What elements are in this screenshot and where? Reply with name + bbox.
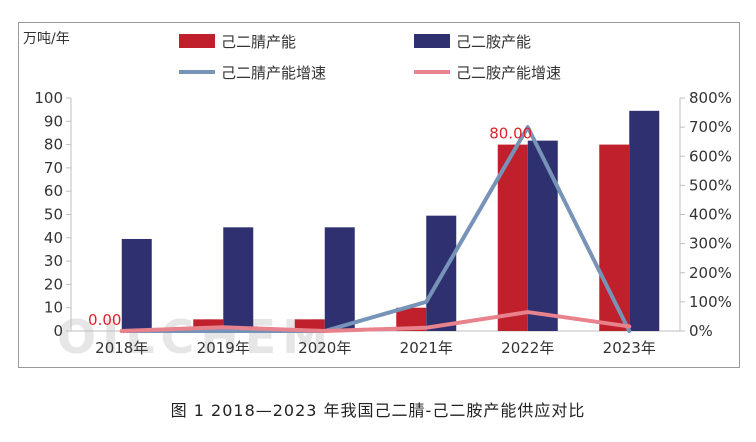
- line-adiponitrile-growth: [119, 125, 632, 333]
- left-axis-tick-label: 10: [44, 299, 63, 317]
- line-hexanediamine-growth: [119, 310, 632, 333]
- x-axis-tick-label: 2021年: [400, 339, 453, 357]
- data-label: 0.00: [88, 311, 121, 329]
- right-axis-tick-label: 0%: [689, 322, 713, 340]
- figure-caption: 图 1 2018—2023 年我国己二腈-己二胺产能供应对比: [170, 401, 586, 420]
- legend-label: 己二腈产能: [221, 33, 296, 51]
- chart-svg: OILCHEM 万吨/年 0 10 20 30 40 50 60 70 80 90 100 0% 100% 2…: [23, 31, 732, 364]
- left-axis-tick-label: 90: [44, 112, 63, 130]
- watermark-logo: OILCHEM: [57, 310, 334, 364]
- chart-frame: OILCHEM 万吨/年 0 10 20 30 40 50 60 70 80 90 100 0% 100% 2…: [18, 22, 740, 368]
- right-axis-tick-label: 700%: [689, 118, 732, 136]
- x-axis-tick-label: 2022年: [501, 339, 554, 357]
- legend-swatch: [179, 34, 215, 48]
- right-axis-tick-label: 500%: [689, 176, 732, 194]
- left-axis-tick-label: 70: [44, 159, 63, 177]
- right-axis-tick-label: 600%: [689, 147, 732, 165]
- bar-adiponitrile: [396, 307, 427, 331]
- left-axis-tick-label: 30: [44, 252, 63, 270]
- bar-adiponitrile: [294, 319, 325, 331]
- bar-hexanediamine: [527, 140, 558, 331]
- right-axis-tick-label: 100%: [689, 293, 732, 311]
- bar-hexanediamine: [629, 110, 660, 331]
- bar-hexanediamine: [324, 227, 355, 331]
- left-axis-tick-label: 60: [44, 182, 63, 200]
- left-axis-tick-label: 80: [44, 136, 63, 154]
- left-axis-tick-label: 0: [53, 322, 63, 340]
- x-axis-tick-label: 2023年: [603, 339, 656, 357]
- bar-adiponitrile: [193, 319, 224, 331]
- x-axis-tick-label: 2018年: [95, 339, 148, 357]
- unit-label: 万吨/年: [23, 31, 70, 47]
- right-axis-tick-label: 300%: [689, 235, 732, 253]
- legend-label: 己二胺产能增速: [456, 64, 561, 82]
- bar-hexanediamine: [223, 227, 254, 331]
- right-axis-tick-label: 800%: [689, 89, 732, 107]
- left-axis-tick-label: 40: [44, 229, 63, 247]
- left-axis-tick-label: 100: [34, 89, 63, 107]
- left-axis-tick-label: 50: [44, 206, 63, 224]
- bar-adiponitrile: [497, 144, 528, 331]
- x-axis-tick-label: 2019年: [197, 339, 250, 357]
- bar-hexanediamine: [121, 238, 152, 331]
- left-axis-tick-label: 20: [44, 275, 63, 293]
- legend-label: 己二腈产能增速: [221, 64, 326, 82]
- right-axis-tick-label: 400%: [689, 206, 732, 224]
- x-axis-tick-label: 2020年: [298, 339, 351, 357]
- right-axis-tick-label: 200%: [689, 264, 732, 282]
- legend-swatch: [414, 34, 450, 48]
- data-label: 80.00: [489, 125, 532, 143]
- legend-label: 己二胺产能: [456, 33, 531, 51]
